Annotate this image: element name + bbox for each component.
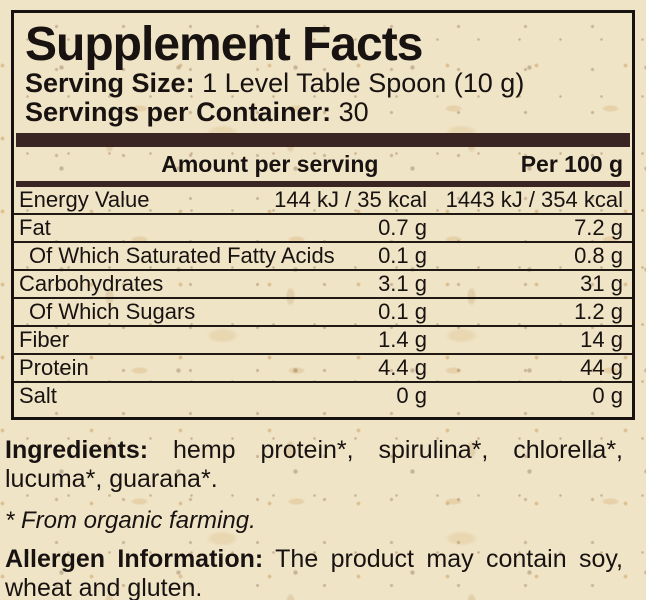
row-per100: 7.2 g bbox=[574, 215, 623, 240]
label-footer: Ingredients: hemp protein*, spirulina*, … bbox=[5, 436, 623, 600]
row-amount: 0.1 g bbox=[378, 243, 427, 268]
allergen-paragraph: Allergen Information: The product may co… bbox=[5, 545, 623, 600]
row-label: Of Which Saturated Fatty Acids bbox=[29, 243, 335, 268]
row-amount: 1.4 g bbox=[378, 327, 427, 352]
servings-per-container-label: Servings per Container: bbox=[25, 97, 332, 127]
serving-size-label: Serving Size: bbox=[25, 68, 195, 98]
allergen-line-2: wheat and gluten. bbox=[5, 574, 203, 600]
column-header-per-100g: Per 100 g bbox=[520, 151, 623, 177]
table-row-salt: Salt 0 g 0 g bbox=[14, 383, 632, 411]
row-label: Energy Value bbox=[19, 187, 150, 212]
allergen-text: The product may contain soy, bbox=[275, 545, 623, 573]
row-label: Salt bbox=[19, 383, 57, 408]
servings-per-container-line: Servings per Container: 30 bbox=[25, 98, 632, 127]
ingredients-label: Ingredients: bbox=[5, 436, 149, 464]
row-per100: 14 g bbox=[580, 327, 623, 352]
panel-title: Supplement Facts bbox=[25, 18, 423, 71]
table-row-protein: Protein 4.4 g 44 g bbox=[14, 355, 632, 383]
allergen-label: Allergen Information: bbox=[5, 545, 264, 573]
row-label: Fat bbox=[19, 215, 51, 240]
divider-bar-header bbox=[16, 181, 630, 187]
table-row-fat: Fat 0.7 g 7.2 g bbox=[14, 215, 632, 243]
allergen-line-1: Allergen Information: The product may co… bbox=[5, 545, 623, 574]
row-per100: 31 g bbox=[580, 271, 623, 296]
row-amount: 0.1 g bbox=[378, 299, 427, 324]
organic-farming-note: * From organic farming. bbox=[5, 507, 256, 534]
ingredients-line-1: Ingredients: hemp protein*, spirulina*, … bbox=[5, 436, 623, 465]
row-amount: 4.4 g bbox=[378, 355, 427, 380]
row-amount: 0 g bbox=[396, 383, 427, 408]
divider-bar-top bbox=[16, 133, 630, 147]
table-row-saturated-fatty-acids: Of Which Saturated Fatty Acids 0.1 g 0.8… bbox=[14, 243, 632, 271]
column-header-amount-per-serving: Amount per serving bbox=[161, 151, 379, 177]
row-label: Of Which Sugars bbox=[29, 299, 196, 324]
table-row-sugars: Of Which Sugars 0.1 g 1.2 g bbox=[14, 299, 632, 327]
row-amount: 0.7 g bbox=[378, 215, 427, 240]
row-per100: 44 g bbox=[580, 355, 623, 380]
row-per100: 1443 kJ / 354 kcal bbox=[445, 187, 623, 212]
table-row-fiber: Fiber 1.4 g 14 g bbox=[14, 327, 632, 355]
ingredients-paragraph: Ingredients: hemp protein*, spirulina*, … bbox=[5, 436, 623, 494]
row-per100: 1.2 g bbox=[574, 299, 623, 324]
serving-size-value: 1 Level Table Spoon (10 g) bbox=[202, 68, 525, 98]
row-per100: 0 g bbox=[592, 383, 623, 408]
ingredients-text: hemp protein*, spirulina*, chlorella*, bbox=[173, 436, 624, 464]
serving-size-line: Serving Size: 1 Level Table Spoon (10 g) bbox=[25, 69, 632, 98]
row-amount: 144 kJ / 35 kcal bbox=[274, 187, 427, 212]
row-label: Carbohydrates bbox=[19, 271, 164, 296]
nutrition-table: Energy Value 144 kJ / 35 kcal 1443 kJ / … bbox=[14, 187, 632, 411]
row-amount: 3.1 g bbox=[378, 271, 427, 296]
row-label: Protein bbox=[19, 355, 89, 380]
servings-per-container-value: 30 bbox=[338, 97, 369, 127]
table-row-carbohydrates: Carbohydrates 3.1 g 31 g bbox=[14, 271, 632, 299]
ingredients-line-2: lucuma*, guarana*. bbox=[5, 465, 218, 493]
row-per100: 0.8 g bbox=[574, 243, 623, 268]
table-header-row: Amount per serving Per 100 g bbox=[14, 147, 632, 181]
table-row-energy-value: Energy Value 144 kJ / 35 kcal 1443 kJ / … bbox=[14, 187, 632, 215]
row-label: Fiber bbox=[19, 327, 70, 352]
supplement-facts-panel: Supplement Facts Serving Size: 1 Level T… bbox=[11, 10, 635, 420]
